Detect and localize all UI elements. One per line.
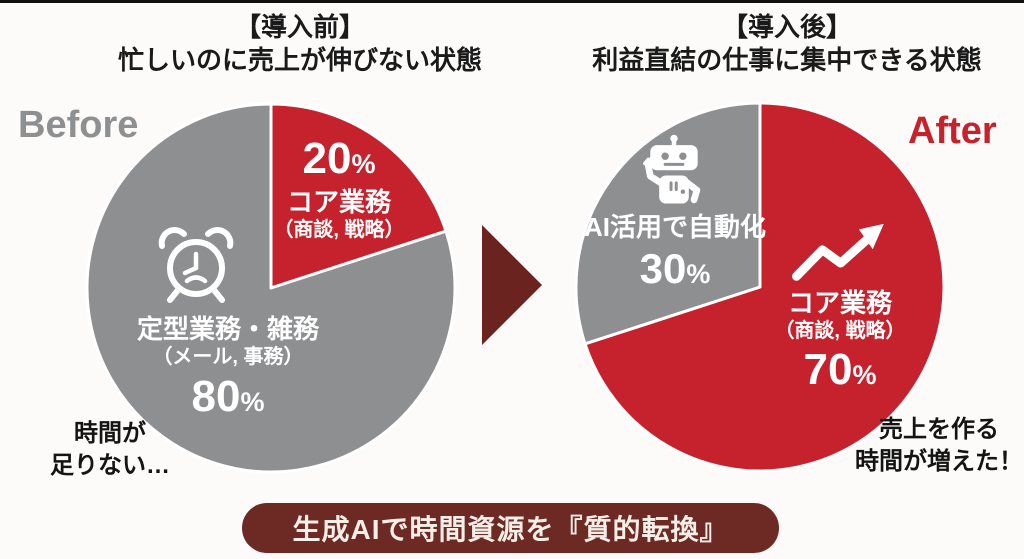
before-pie-chart — [85, 102, 457, 474]
pie-slice — [574, 101, 762, 346]
percent-sign: % — [852, 360, 877, 390]
robot-icon — [642, 134, 701, 204]
before-tag: Before — [18, 104, 139, 146]
bottom-banner: 生成AIで時間資源を『質的転換』 — [242, 503, 779, 553]
transition-arrow — [482, 225, 542, 345]
before-red-sublabel: （商談, 戦略） — [273, 219, 405, 241]
after-red-sublabel: （商談, 戦略） — [774, 320, 906, 342]
before-note: 時間が 足りない… — [25, 418, 195, 482]
before-title-line2: 忙しいのに売上が伸びない状態 — [117, 45, 482, 75]
before-title: 【導入前】 忙しいのに売上が伸びない状態 — [60, 11, 540, 77]
before-red-percent: 20% — [244, 136, 434, 187]
after-gray-label: AI活用で自動化 — [583, 212, 766, 242]
after-red-slice-label: コア業務 （商談, 戦略） 70% — [740, 288, 940, 398]
after-red-label: コア業務 — [787, 288, 892, 318]
after-gray-percent: 30% — [555, 246, 795, 297]
before-red-percent-value: 20 — [302, 134, 352, 183]
after-pie-chart — [574, 101, 946, 473]
percent-sign: % — [686, 259, 711, 289]
before-gray-percent-value: 80 — [191, 372, 241, 421]
pie-slice — [85, 102, 457, 474]
after-note: 売上を作る 時間が増えた！ — [854, 414, 1024, 478]
after-title-line1: 【導入後】 — [721, 12, 852, 42]
pie-slice — [583, 101, 946, 473]
before-title-line1: 【導入前】 — [234, 12, 365, 42]
before-note-line1: 時間が — [74, 420, 146, 447]
after-red-percent: 70% — [740, 347, 940, 398]
percent-sign: % — [240, 387, 265, 417]
alarm-clock-icon — [158, 227, 234, 303]
after-note-line2: 時間が増えた！ — [855, 448, 1023, 475]
bottom-banner-text: 生成AIで時間資源を『質的転換』 — [292, 514, 729, 545]
before-red-label: コア業務 — [286, 187, 391, 217]
percent-sign: % — [351, 149, 376, 179]
after-gray-percent-value: 30 — [639, 245, 687, 292]
after-gray-slice-label: AI活用で自動化 30% — [555, 212, 795, 297]
after-tag: After — [908, 110, 997, 152]
before-gray-label: 定型業務・雑務 — [136, 314, 319, 344]
after-note-line1: 売上を作る — [879, 416, 999, 443]
before-red-slice-label: 20% コア業務 （商談, 戦略） — [244, 136, 434, 242]
after-title: 【導入後】 利益直結の仕事に集中できる状態 — [547, 11, 1024, 77]
top-border-bar — [0, 0, 1024, 3]
before-gray-sublabel: （メール, 事務） — [152, 346, 304, 368]
before-note-line2: 足りない… — [50, 452, 170, 479]
before-gray-percent: 80% — [88, 374, 368, 425]
before-gray-slice-label: 定型業務・雑務 （メール, 事務） 80% — [88, 314, 368, 425]
pie-slice — [269, 102, 448, 290]
after-title-line2: 利益直結の仕事に集中できる状態 — [592, 45, 982, 75]
after-red-percent-value: 70 — [803, 345, 853, 394]
trend-up-arrow-icon — [792, 223, 884, 281]
